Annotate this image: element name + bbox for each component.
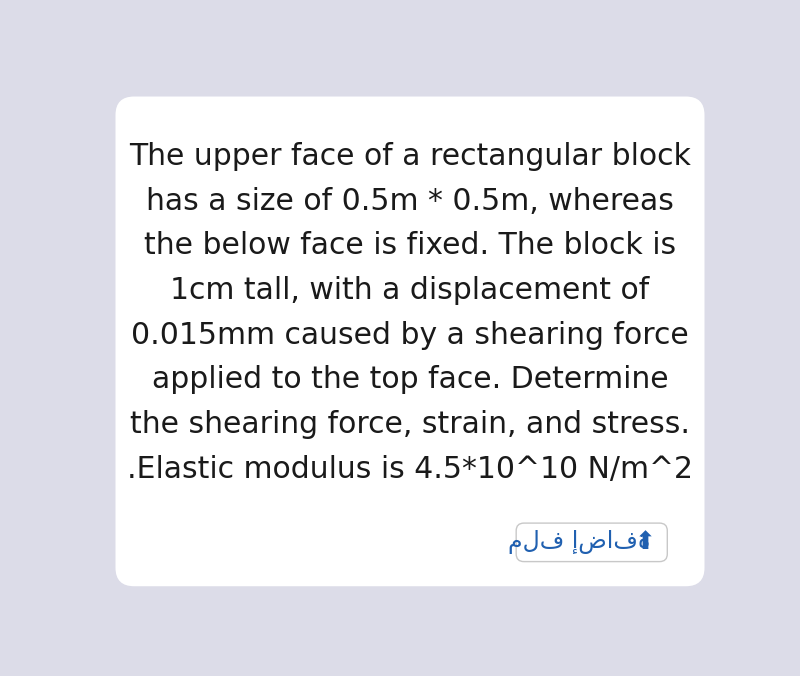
- FancyBboxPatch shape: [516, 523, 667, 562]
- Text: has a size of 0.5m * 0.5m, whereas: has a size of 0.5m * 0.5m, whereas: [146, 187, 674, 216]
- Text: ملف إضافة: ملف إضافة: [508, 531, 650, 554]
- Text: 1cm tall, with a displacement of: 1cm tall, with a displacement of: [170, 276, 650, 305]
- Text: .Elastic modulus is 4.5*10^10 N/m^2: .Elastic modulus is 4.5*10^10 N/m^2: [127, 455, 693, 484]
- FancyBboxPatch shape: [115, 97, 705, 586]
- Text: applied to the top face. Determine: applied to the top face. Determine: [152, 366, 668, 394]
- Text: 0.015mm caused by a shearing force: 0.015mm caused by a shearing force: [131, 320, 689, 349]
- Text: the below face is fixed. The block is: the below face is fixed. The block is: [144, 231, 676, 260]
- Text: The upper face of a rectangular block: The upper face of a rectangular block: [129, 142, 691, 171]
- Text: the shearing force, strain, and stress.: the shearing force, strain, and stress.: [130, 410, 690, 439]
- Text: ⬆: ⬆: [635, 531, 656, 554]
